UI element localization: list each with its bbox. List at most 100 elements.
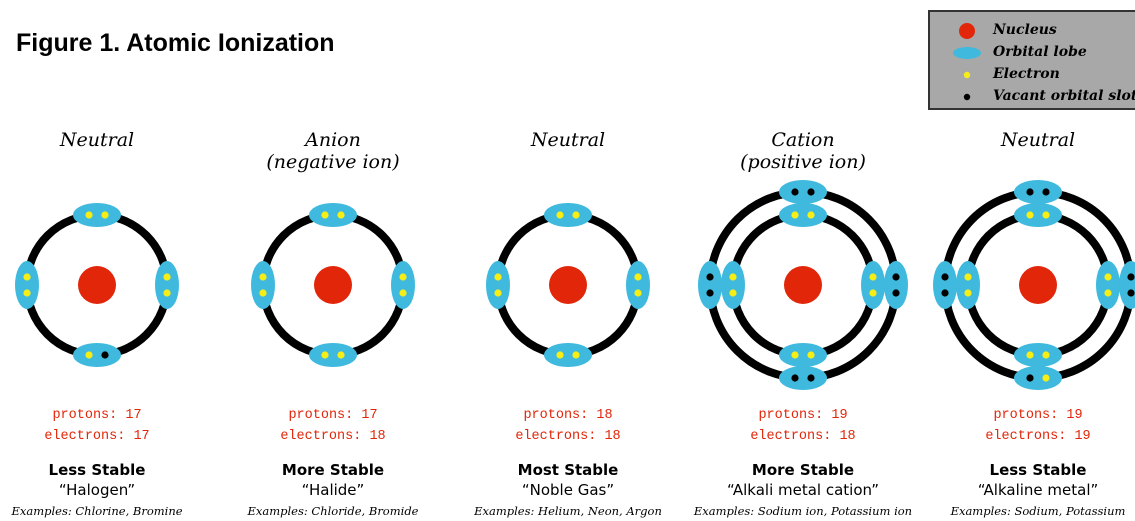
- electrons-count: electrons: 18: [750, 429, 855, 444]
- examples-label: Examples: Helium, Neon, Argon: [473, 504, 662, 518]
- electron-dot: [23, 289, 31, 297]
- vacant-slot-dot: [1026, 188, 1034, 196]
- electron-dot: [791, 351, 799, 359]
- figure-title: Figure 1. Atomic Ionization: [16, 29, 335, 57]
- examples-label: Examples: Chlorine, Bromine: [10, 504, 182, 518]
- orbital-lobe: [779, 343, 827, 367]
- category-label: “Halide”: [302, 481, 365, 499]
- category-label: “Alkaline metal”: [978, 481, 1099, 499]
- orbital-lobe: [309, 203, 357, 227]
- atom-header: Neutral: [530, 129, 605, 151]
- vacant-slot-dot: [941, 273, 949, 281]
- protons-count: protons: 17: [288, 408, 377, 423]
- legend-row-vacant: Vacant orbital slot: [930, 86, 1135, 106]
- nucleus-legend-icon: [959, 23, 975, 39]
- electron-dot: [1104, 273, 1112, 281]
- nucleus: [314, 266, 352, 304]
- legend-row-nucleus: Nucleus: [930, 20, 1135, 40]
- nucleus: [78, 266, 116, 304]
- electron-dot: [556, 211, 564, 219]
- atom-header: Anion: [303, 129, 361, 151]
- orbital-lobe: [933, 261, 957, 309]
- vacant-slot-dot: [101, 351, 109, 359]
- electron-dot: [572, 211, 580, 219]
- examples-label: Examples: Sodium ion, Potassium ion: [693, 504, 912, 518]
- vacant-slot-dot: [791, 188, 799, 196]
- orbital-lobe: [391, 261, 415, 309]
- electron-dot: [572, 351, 580, 359]
- electron-dot: [85, 211, 93, 219]
- vacant-slot-dot: [941, 289, 949, 297]
- atom-header-sub: (negative ion): [266, 151, 399, 173]
- electron-dot: [634, 273, 642, 281]
- orbital-lobe: [486, 261, 510, 309]
- legend-label-vacant: Vacant orbital slot: [993, 88, 1135, 104]
- electron-legend-icon: [963, 71, 971, 79]
- orbital-lobe: [1014, 366, 1062, 390]
- electron-dot: [337, 211, 345, 219]
- orbital-lobe: [251, 261, 275, 309]
- legend-label-electron: Electron: [993, 66, 1060, 82]
- legend-row-orbital: Orbital lobe: [930, 42, 1135, 62]
- electron-dot: [1026, 351, 1034, 359]
- electron-dot: [869, 289, 877, 297]
- protons-count: protons: 19: [758, 408, 847, 423]
- orbital-lobe: [544, 203, 592, 227]
- electron-dot: [85, 351, 93, 359]
- vacant-slot-dot: [807, 374, 815, 382]
- legend: Nucleus Orbital lobe Electron Vacant orb…: [928, 10, 1135, 110]
- electron-dot: [321, 211, 329, 219]
- electron-dot: [101, 211, 109, 219]
- electrons-count: electrons: 19: [985, 429, 1090, 444]
- vacant-slot-dot: [1026, 374, 1034, 382]
- orbital-lobe-legend-icon: [953, 47, 981, 59]
- electron-dot: [1042, 351, 1050, 359]
- vacant-slot-dot: [807, 188, 815, 196]
- vacant-slot-dot: [706, 289, 714, 297]
- electron-dot: [163, 273, 171, 281]
- atom-header-sub: (positive ion): [740, 151, 866, 173]
- orbital-lobe: [1096, 261, 1120, 309]
- electron-dot: [556, 351, 564, 359]
- electron-dot: [163, 289, 171, 297]
- electron-dot: [399, 273, 407, 281]
- orbital-lobe: [1014, 180, 1062, 204]
- stability-label: Less Stable: [990, 461, 1087, 479]
- orbital-lobe: [73, 343, 121, 367]
- orbital-lobe: [1014, 343, 1062, 367]
- electron-dot: [1104, 289, 1112, 297]
- electron-dot: [729, 273, 737, 281]
- electron-dot: [869, 273, 877, 281]
- electron-dot: [634, 289, 642, 297]
- orbital-lobe: [1119, 261, 1135, 309]
- examples-label: Examples: Sodium, Potassium: [950, 504, 1126, 518]
- orbital-lobe: [861, 261, 885, 309]
- electron-dot: [399, 289, 407, 297]
- protons-count: protons: 18: [523, 408, 612, 423]
- vacant-slot-legend-icon: [963, 93, 971, 101]
- electron-dot: [259, 273, 267, 281]
- orbital-lobe: [956, 261, 980, 309]
- orbital-lobe: [155, 261, 179, 309]
- stability-label: Less Stable: [49, 461, 146, 479]
- vacant-slot-dot: [892, 273, 900, 281]
- electron-dot: [1042, 211, 1050, 219]
- stability-label: More Stable: [282, 461, 384, 479]
- atom-header: Neutral: [59, 129, 134, 151]
- vacant-slot-dot: [706, 273, 714, 281]
- orbital-lobe: [1014, 203, 1062, 227]
- legend-label-nucleus: Nucleus: [993, 22, 1057, 38]
- category-label: “Alkali metal cation”: [727, 481, 879, 499]
- orbital-lobe: [309, 343, 357, 367]
- electrons-count: electrons: 18: [515, 429, 620, 444]
- electron-dot: [807, 211, 815, 219]
- orbital-lobe: [779, 366, 827, 390]
- nucleus: [549, 266, 587, 304]
- vacant-slot-dot: [1127, 289, 1135, 297]
- stability-label: More Stable: [752, 461, 854, 479]
- vacant-slot-dot: [791, 374, 799, 382]
- orbital-lobe: [626, 261, 650, 309]
- electron-dot: [494, 273, 502, 281]
- category-label: “Halogen”: [59, 481, 135, 499]
